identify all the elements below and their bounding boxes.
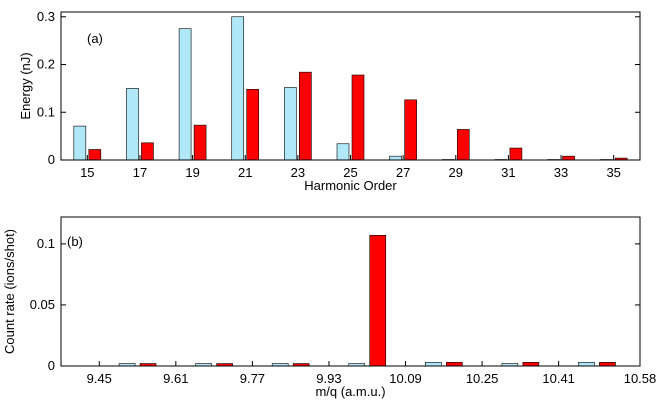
panel-b-xtick-label: 10.09 [389,371,422,386]
panel-a-bar-series1 [178,28,192,161]
panel-b-xtick-label: 9.77 [240,371,265,386]
panel-a-xtick-label: 21 [238,165,252,180]
panel-a-xtick-label: 35 [606,165,620,180]
panel-b-label: (b) [67,234,83,249]
panel-b-xtick-label: 10.58 [624,371,657,386]
panel-a-xtick-label: 27 [396,165,410,180]
panel-a-xtick-label: 17 [133,165,147,180]
panel-a-x-axis-title: Harmonic Order [304,178,397,193]
panel-a-bar-series2 [299,71,312,161]
panel-b-xtick-label: 9.45 [87,371,112,386]
panel-b-ytick-label: 0 [48,358,55,373]
panel-a-bar-series2 [404,99,417,161]
panel-b-axes-frame [60,216,641,367]
panel-b-bar-series2 [369,235,387,367]
panel-a-ytick-label: 0 [48,152,55,167]
panel-a-ytick-label: 0.3 [37,9,55,24]
panel-a-energy-chart: 0 0.1 0.2 0.3 15 17 19 21 23 25 27 29 31 33 35 Harmonic… [18,9,641,193]
panel-b-xtick-label: 9.93 [316,371,341,386]
panel-b-x-axis-title: m/q (a.m.u.) [315,384,385,399]
panel-b-count-rate-chart: 0 0.05 0.1 9.45 9.61 9.77 9.93 10.09 10.25 10.41 1… [2,216,657,399]
panel-a-bar-series1 [284,87,297,161]
panel-a-ytick-label: 0.1 [37,104,55,119]
panel-b-bar-series2 [599,362,616,367]
panel-a-bar-series2 [456,129,470,161]
panel-a-xtick-label: 29 [449,165,463,180]
panel-a-bar-series1 [336,143,350,161]
panel-b-ytick-label: 0.1 [37,236,55,251]
panel-b-xtick-label: 10.41 [542,371,575,386]
panel-a-bar-series2 [351,74,365,161]
panel-a-xtick-label: 31 [501,165,515,180]
panel-b-y-axis-title: Count rate (ions/shot) [2,229,17,354]
panel-b-bar-series2 [522,362,540,367]
panel-a-bar-series1 [73,125,87,161]
panel-a-xtick-label: 19 [185,165,199,180]
panel-a-bar-series2 [562,155,575,161]
panel-a-bar-series1 [389,155,402,161]
panel-a-xtick-label: 33 [554,165,568,180]
panel-a-xtick-label: 25 [343,165,357,180]
panel-a-bar-series2 [509,147,523,161]
panel-a-bar-series2 [193,124,207,161]
panel-b-xtick-label: 10.25 [466,371,499,386]
panel-a-bar-series2 [246,89,260,161]
panel-a-axes-frame [60,11,641,161]
panel-a-bar-series2 [88,149,102,161]
panel-b-bar-series1 [578,362,595,367]
panel-a-bar-series1 [126,88,139,161]
panel-a-label: (a) [87,31,103,46]
panel-b-xtick-label: 9.61 [163,371,188,386]
panel-b-bar-series2 [446,362,463,367]
panel-a-y-axis-title: Energy (nJ) [18,52,33,119]
panel-a-bar-series2 [141,142,154,161]
panel-a-bar-series1 [231,16,245,161]
panel-a-xtick-label: 23 [291,165,305,180]
panel-b-bar-series1 [425,362,442,367]
panel-b-ytick-label: 0.05 [30,297,55,312]
panel-a-ytick-label: 0.2 [37,57,55,72]
panel-a-xtick-label: 15 [80,165,94,180]
